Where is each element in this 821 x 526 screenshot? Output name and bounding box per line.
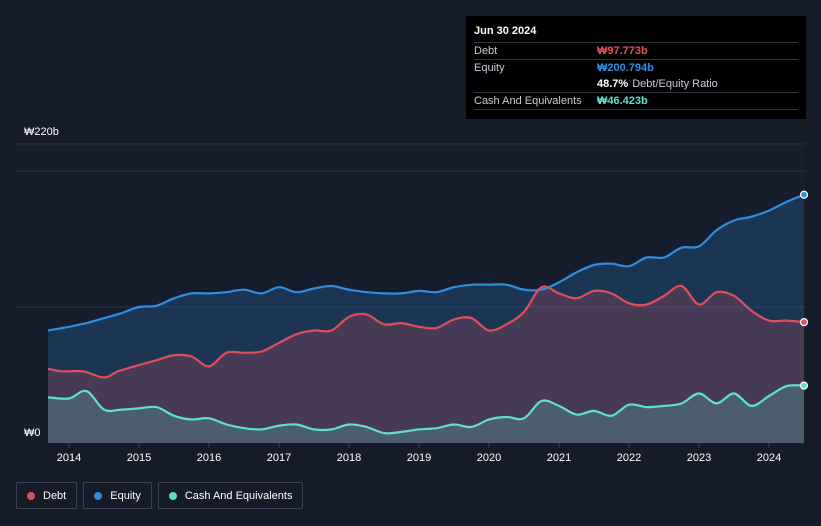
tooltip-row-value: ₩97.773b bbox=[597, 45, 648, 57]
cash-and-equivalents-area bbox=[48, 385, 804, 443]
x-tick-label-0: 2014 bbox=[57, 452, 81, 464]
x-tick-label-10: 2024 bbox=[757, 452, 781, 464]
x-tick-label-6: 2020 bbox=[477, 452, 501, 464]
x-tick-label-4: 2018 bbox=[337, 452, 361, 464]
debt-line bbox=[47, 284, 805, 379]
tooltip-row-value: 48.7% bbox=[597, 78, 629, 90]
equity-line bbox=[47, 193, 805, 332]
x-tick-label-2: 2016 bbox=[197, 452, 221, 464]
x-tick-label-1: 2015 bbox=[127, 452, 151, 464]
tooltip-row: Cash And Equivalents ₩46.423b bbox=[474, 92, 798, 110]
debt-end-marker bbox=[799, 318, 809, 327]
tooltip-row-value: ₩200.794b bbox=[597, 62, 654, 74]
series-lines bbox=[47, 193, 805, 435]
debt-area bbox=[48, 285, 804, 443]
x-tick-label-7: 2021 bbox=[547, 452, 571, 464]
series-end-markers bbox=[799, 190, 809, 390]
x-tick-label-3: 2017 bbox=[267, 452, 291, 464]
legend-label: Debt bbox=[43, 489, 67, 502]
cash-and-equivalents-end-marker bbox=[799, 381, 809, 390]
equity-end-marker bbox=[799, 190, 809, 199]
tooltip-row: Debt ₩97.773b bbox=[474, 42, 798, 59]
tooltip-row-label: Cash And Equivalents bbox=[474, 95, 582, 107]
tooltip-row-label bbox=[474, 76, 597, 92]
tooltip-row-value: ₩46.423b bbox=[597, 95, 648, 107]
tooltip-date: Jun 30 2024 bbox=[474, 25, 537, 37]
tooltip-row: Equity ₩200.794b bbox=[474, 59, 798, 76]
legend-item-cash-and-equivalents[interactable]: Cash And Equivalents bbox=[157, 482, 304, 509]
legend-label: Equity bbox=[110, 489, 141, 502]
legend-dot-icon bbox=[27, 491, 35, 500]
equity-area bbox=[48, 194, 804, 443]
legend-dot-icon bbox=[168, 491, 177, 500]
tooltip-row-label: Equity bbox=[474, 62, 505, 74]
y-tick-label-0: ₩220b bbox=[24, 126, 59, 138]
x-tick-label-5: 2019 bbox=[407, 452, 431, 464]
tooltip-rows: Debt ₩97.773b Equity ₩200.794b 48.7% Debt/Equ… bbox=[474, 42, 798, 110]
legend-item-equity[interactable]: Equity bbox=[83, 482, 152, 509]
tooltip-row-label: Debt bbox=[474, 45, 498, 57]
x-tick-label-9: 2023 bbox=[687, 452, 711, 464]
legend-dot-icon bbox=[94, 491, 103, 500]
highlight-band bbox=[16, 144, 805, 443]
legend-label: Cash And Equivalents bbox=[184, 489, 293, 502]
series-areas bbox=[48, 194, 804, 443]
legend-item-debt[interactable]: Debt bbox=[16, 482, 78, 509]
y-axis-ticks: ₩220b ₩0 bbox=[24, 126, 59, 439]
y-tick-label-1: ₩0 bbox=[24, 427, 41, 439]
cash-and-equivalents-line bbox=[47, 384, 805, 435]
tooltip-row: 48.7% Debt/Equity Ratio bbox=[474, 76, 798, 92]
x-axis-ticks: 2014 2015 2016 2017 2018 2019 2020 2021 2022 2023… bbox=[57, 443, 781, 464]
chart-legend: Debt Equity Cash And Equivalents bbox=[16, 482, 304, 509]
tooltip-row-extra: Debt/Equity Ratio bbox=[632, 78, 718, 90]
hover-tooltip: Jun 30 2024 Debt ₩97.773b Equity ₩200.794b 4… bbox=[466, 16, 806, 119]
x-tick-label-8: 2022 bbox=[617, 452, 641, 464]
